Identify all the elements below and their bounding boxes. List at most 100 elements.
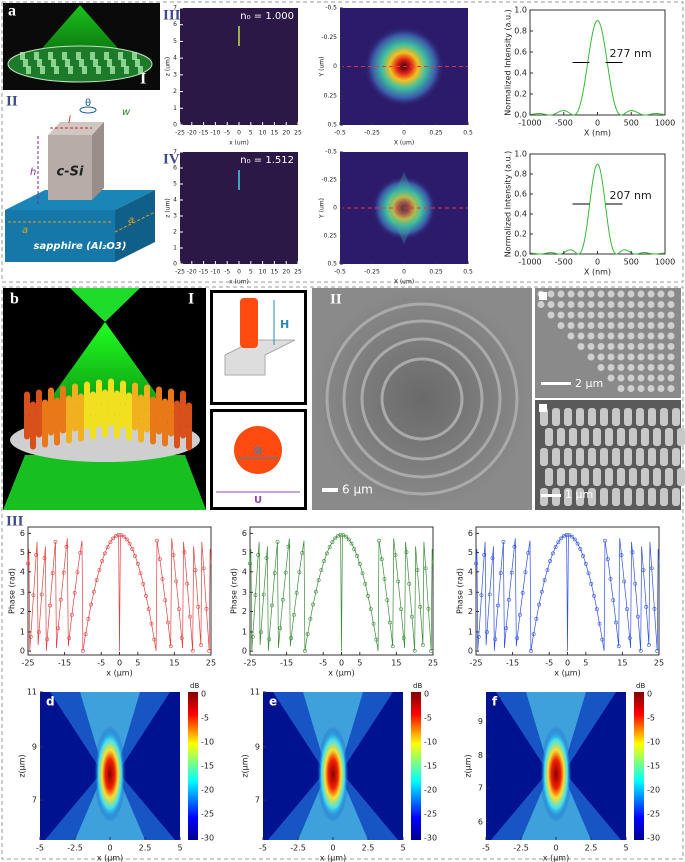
phase-marker (553, 545, 558, 550)
nanopillar (114, 412, 120, 439)
pillar (76, 52, 81, 60)
phase-marker (56, 626, 61, 631)
sub-label: I (188, 291, 194, 308)
y-axis-title: z (um) (165, 57, 172, 76)
sem-dot (667, 290, 675, 298)
nanopillar (144, 384, 150, 411)
sem-dot (557, 322, 565, 329)
phase-marker (518, 612, 522, 617)
phase-marker (429, 649, 434, 653)
substrate-side (115, 190, 155, 262)
sem-pillar (617, 468, 625, 486)
phase-marker (531, 632, 536, 637)
phase-marker (168, 644, 173, 649)
colorbar-tick-label: -30 (201, 834, 214, 843)
x-axis-title: X (um) (394, 140, 414, 147)
y-tick-label: 0.25 (324, 233, 338, 240)
x-tick-label: -15 (506, 659, 519, 668)
y-tick-label: 4 (173, 197, 177, 204)
sem-dot (607, 374, 615, 382)
phase-marker (578, 547, 583, 551)
sem-pillar (581, 428, 589, 446)
profile-curve (529, 20, 666, 116)
x-tick-label: -25 (243, 659, 256, 668)
sem-dot (627, 290, 635, 298)
nanopillar (180, 390, 186, 417)
phase-marker (59, 597, 63, 602)
phase-marker (619, 553, 624, 558)
sem-dot (577, 343, 585, 350)
y-tick-label: 2 (173, 88, 177, 95)
phase-marker (426, 607, 431, 611)
x-tick-label: 0 (117, 659, 122, 668)
phase-marker (493, 637, 498, 642)
y-tick-label: 2 (173, 229, 177, 236)
sem-dot (657, 385, 665, 392)
phase-marker (641, 568, 646, 572)
phase-marker (316, 578, 321, 583)
x-axis-title: x (μm) (106, 669, 132, 678)
phase-marker (141, 582, 146, 586)
phase-marker (366, 593, 370, 598)
phase-marker (185, 581, 190, 586)
upper-cone (70, 288, 140, 322)
nanopillar (108, 378, 114, 405)
sem-dot (627, 374, 635, 382)
y-tick-label: -0.5 (325, 5, 337, 12)
sem-dot (627, 301, 635, 308)
nanopillar (60, 407, 66, 434)
sem-pillar (557, 428, 565, 446)
phase-marker (61, 570, 66, 575)
y-tick-label: 0 (333, 63, 337, 70)
x-tick-label: 5 (400, 844, 405, 853)
y-axis-title: z(μm) (18, 754, 27, 777)
focal-region (94, 726, 126, 822)
x-tick-label: 0 (330, 844, 335, 853)
x-tick-label: 5 (135, 659, 140, 668)
sem-dot (567, 332, 575, 340)
pillar (82, 66, 87, 74)
phase-marker (515, 636, 520, 641)
sem-dot (637, 332, 645, 340)
colorbar-tick-label: -15 (424, 762, 437, 771)
field-map (180, 152, 298, 264)
y-tick-label: 7 (173, 5, 177, 12)
x-tick-label: 25 (428, 659, 438, 668)
phase-marker (614, 620, 618, 625)
sem-pillar (636, 408, 644, 426)
phase-marker (204, 607, 209, 611)
pillar (48, 52, 53, 60)
sem-pillar (576, 408, 584, 426)
y-axis-title: Phase (rad) (456, 568, 465, 614)
panel-label: b (10, 291, 19, 308)
phase-marker (270, 603, 274, 608)
pillar (37, 59, 42, 67)
y-tick-label: 3 (173, 71, 177, 78)
nanopillar (72, 383, 78, 410)
colorbar (634, 692, 644, 840)
x-tick-label: 20 (282, 130, 290, 137)
phase-marker (248, 561, 252, 566)
sem-dot (637, 290, 645, 298)
sem-dot (637, 301, 645, 308)
pillar (65, 59, 70, 67)
phase-marker (374, 637, 379, 642)
sem-dot (667, 353, 675, 361)
phase-marker (550, 551, 555, 556)
phase-marker (330, 540, 335, 545)
x-tick-label: 5 (623, 844, 628, 853)
phase-marker (512, 544, 517, 549)
refractive-index: n₀ = 1.000 (240, 11, 294, 22)
sem-pillar (593, 468, 601, 486)
y-tick-label: 1.0 (514, 6, 527, 15)
y-tick-label: 3 (173, 213, 177, 220)
phase-marker (256, 553, 261, 557)
sem-dot (577, 290, 585, 298)
label-theta: θ (85, 98, 91, 109)
sem-dot (657, 311, 665, 319)
y-axis-title: z(μm) (464, 754, 473, 777)
x-tick-label: 0 (402, 130, 406, 137)
nanopillar (90, 391, 96, 418)
nanopillar (36, 411, 42, 438)
y-tick-label: 0.6 (514, 48, 527, 57)
